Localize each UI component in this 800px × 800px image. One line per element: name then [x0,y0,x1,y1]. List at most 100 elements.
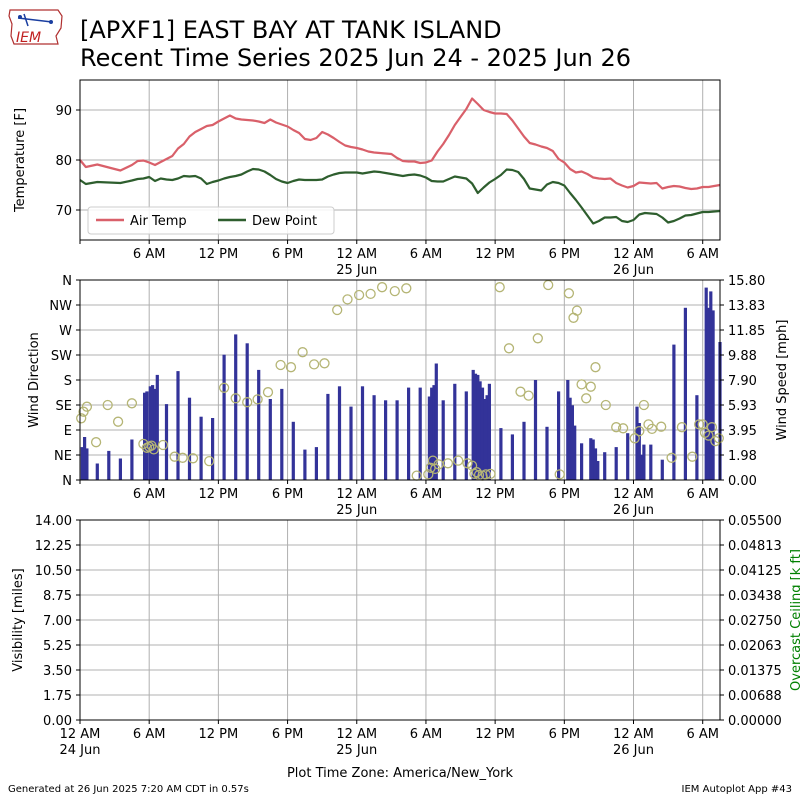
x-tick-label: 12 PM [199,727,239,742]
wind-speed-bar [568,397,572,480]
wind-speed-bar [291,421,295,480]
wind-direction-point [275,359,286,371]
x-tick-label: 6 PM [549,247,580,262]
wind-speed-bar [268,399,272,480]
y-tick-label: 80 [55,154,72,169]
x-tick-label: 6 PM [549,487,580,502]
wind-speed-bar [453,383,457,480]
wind-direction-point [676,422,688,433]
wind-direction-point [453,455,464,466]
wind-speed-bar [372,395,376,480]
wind-speed-bar [573,425,577,480]
wind-direction-point [554,469,565,480]
wind-speed-bar [222,354,226,480]
x-tick-label: 6 AM [686,247,719,262]
y-tick-label: NE [54,449,72,464]
wind-speed-bar [635,406,639,480]
x-tick-label: 12 AM [336,487,377,502]
wind-direction-point [285,362,297,373]
y-tick-label: 8.75 [43,589,72,604]
wind-speed-bar [430,387,434,480]
wind-direction-point [503,343,515,354]
wind-speed-bar [580,443,584,480]
y-tick-label: S [64,374,72,389]
wind-direction-point [666,452,677,463]
wind-speed-bar [395,400,399,480]
wind-direction-point [332,304,343,316]
wind-speed-bar [211,418,215,480]
wind-direction-point [230,393,241,404]
wind-speed-bar [337,386,342,480]
plot-frame [79,279,721,481]
wind-speed-bar [434,363,438,480]
wind-speed-bar [360,386,365,480]
wind-speed-bar [234,334,238,480]
legend-box [87,206,335,235]
wind-speed-bar [418,387,422,480]
wind-direction-point [703,430,714,441]
wind-speed-bar [706,307,711,480]
wind-speed-bar [83,437,87,480]
wind-direction-point [515,386,526,397]
wind-direction-point [563,288,575,299]
x-date-label: 25 Jun [336,503,377,518]
wind-speed-bar [557,391,561,480]
y-tick-label: N [62,274,72,289]
wind-direction-point [376,282,388,293]
x-tick-label: 6 AM [133,487,166,502]
wind-speed-bar [153,388,157,480]
y-tick-label: W [59,324,72,339]
wind-direction-point [308,359,320,370]
y-tick-label: 90 [55,104,72,119]
wind-speed-bar [709,291,713,480]
wind-direction-point [252,394,263,405]
x-tick-label: 6 AM [686,487,719,502]
air-temp-line [79,97,721,191]
wind-direction-point [177,452,188,463]
y-axis-label: Visibility [miles] [11,568,26,671]
x-tick-label: 6 PM [272,487,303,502]
x-tick-label: 6 PM [272,247,303,262]
y2-axis-label: Overcast Ceiling [k ft] [789,549,800,691]
wind-direction-point [571,305,583,316]
y-tick-label: 3.50 [43,664,72,679]
wind-direction-point [169,451,180,462]
wind-direction-point [543,279,554,291]
y-tick-label: 10.50 [35,564,72,579]
y-axis-label: Temperature [F] [13,108,28,213]
y-tick-label: 70 [55,204,72,219]
wind-direction-point [629,433,640,444]
wind-speed-bar [545,426,549,480]
y2-tick-label: 5.93 [728,399,757,414]
x-tick-label: 12 AM [613,247,654,262]
wind-speed-bar [485,395,489,480]
wind-direction-point [218,382,230,393]
x-date-label: 25 Jun [336,743,377,758]
x-axis-label: Plot Time Zone: America/New_York [287,766,514,781]
wind-direction-point [687,451,698,462]
wind-direction-point [365,288,376,300]
wind-speed-bar [570,405,574,480]
y2-tick-label: 0.00 [728,474,757,489]
wind-speed-bar [672,344,676,480]
wind-direction-point [353,289,365,301]
y2-tick-label: 0.01375 [728,664,782,679]
y2-tick-label: 1.98 [728,449,757,464]
wind-speed-bar [483,399,487,480]
y2-tick-label: 0.03438 [728,589,782,604]
wind-direction-point [81,401,93,412]
wind-speed-bar [85,448,89,480]
wind-direction-point [646,423,658,435]
x-tick-label: 12 PM [199,247,239,262]
x-tick-label: 6 AM [686,727,719,742]
footer-generated-text: Generated at 26 Jun 2025 7:20 AM CDT in … [8,784,249,795]
x-tick-label: 12 PM [475,727,515,742]
wind-speed-bar [589,438,593,480]
wind-speed-bar [478,381,482,480]
wind-speed-bar [596,461,600,480]
wind-direction-point [389,285,400,297]
wind-speed-bar [649,444,653,480]
wind-speed-bar [480,387,485,480]
wind-speed-bar [80,447,84,480]
y-tick-label: NW [49,299,72,314]
